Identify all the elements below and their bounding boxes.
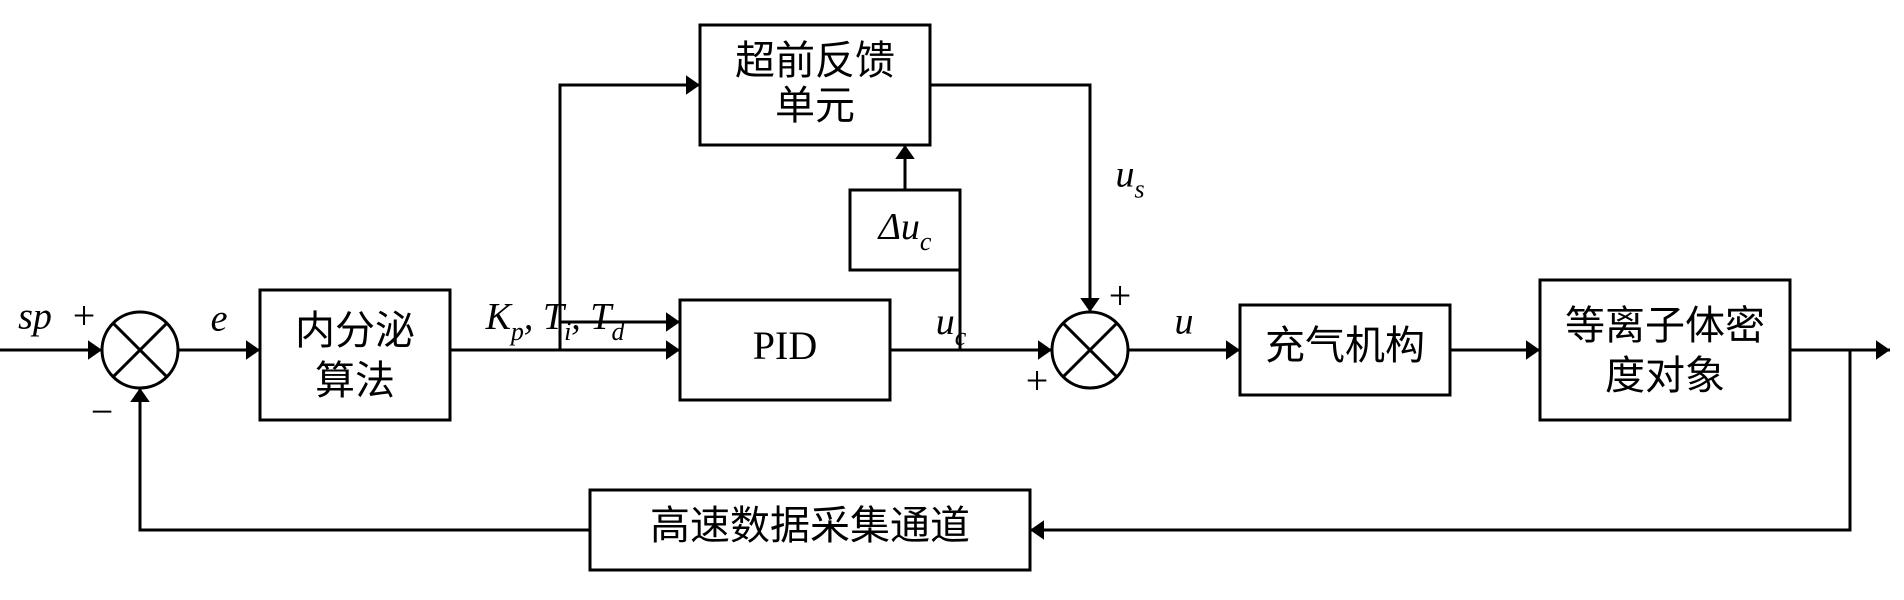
label-plant-l1: 等离子体密 [1565,303,1765,348]
sign-plus-uc: + [1026,358,1049,403]
sig-u: u [1175,301,1194,343]
label-plant-l2: 度对象 [1605,353,1725,398]
label-inflate: 充气机构 [1265,323,1425,368]
sign-plus-sp: + [73,293,96,338]
sign-plus-us: + [1109,273,1132,318]
sig-uc: uc [936,301,967,352]
label-endocrine-l2: 算法 [315,358,395,403]
label-lead-l2: 单元 [775,83,855,128]
label-pid: PID [753,323,817,368]
label-endocrine-l1: 内分泌 [295,308,415,353]
sig-sp: sp [18,296,52,338]
label-lead-l1: 超前反馈 [735,38,895,83]
sign-minus: − [91,389,114,434]
sig-us: us [1115,153,1144,204]
block-plant [1540,280,1790,420]
label-hsadc: 高速数据采集通道 [650,503,970,548]
sig-e: e [211,298,228,340]
